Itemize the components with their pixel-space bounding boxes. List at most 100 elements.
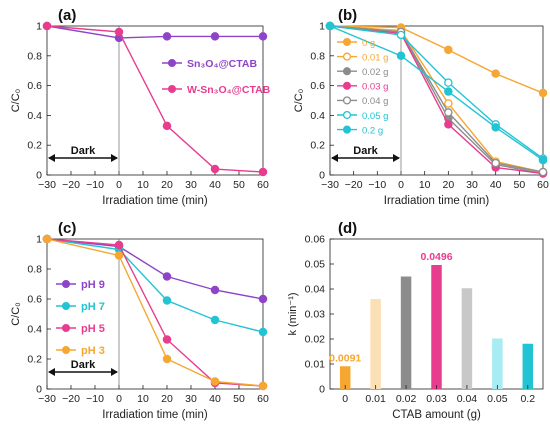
legend-marker xyxy=(167,58,177,68)
bar-data-label: 0.0091 xyxy=(329,352,361,364)
y-tick-label: 0 xyxy=(319,170,325,182)
x-tick-label: 50 xyxy=(233,179,245,191)
y-tick-label: 0.06 xyxy=(305,234,326,246)
x-tick-label: 0.2 xyxy=(520,393,535,405)
bar xyxy=(492,338,503,389)
x-tick-label: 0.02 xyxy=(396,393,417,405)
legend-label: 0.02 g xyxy=(362,67,388,78)
y-tick-label: 0.05 xyxy=(305,259,326,271)
y-tick-label: 1 xyxy=(36,234,42,246)
data-point xyxy=(210,32,220,41)
y-tick-label: 0.6 xyxy=(310,80,325,92)
legend-marker xyxy=(342,81,352,90)
legend-marker xyxy=(342,52,352,61)
x-tick-label: −10 xyxy=(86,179,104,191)
series-line xyxy=(46,238,264,333)
x-tick-label: 60 xyxy=(537,179,549,191)
data-point xyxy=(444,99,453,108)
x-tick-label: −30 xyxy=(38,179,56,191)
legend-marker xyxy=(342,125,352,134)
legend-label: W-Sn₃O₄@CTAB xyxy=(187,84,271,96)
plot-area-c xyxy=(46,238,264,390)
legend-marker xyxy=(61,279,71,289)
x-tick-label: −10 xyxy=(86,393,104,405)
legend-label: 0.2 g xyxy=(362,125,383,136)
bar xyxy=(461,288,473,389)
x-tick-label: 0.01 xyxy=(365,393,386,405)
data-point xyxy=(538,155,548,165)
legend-label: pH 9 xyxy=(81,279,105,291)
y-tick-label: 1 xyxy=(36,21,42,33)
bar xyxy=(431,265,442,389)
data-point xyxy=(258,327,268,337)
x-tick-label: 40 xyxy=(490,179,502,191)
x-tick-label: 50 xyxy=(233,393,245,405)
y-tick-label: 1 xyxy=(319,21,325,33)
data-point xyxy=(325,21,335,31)
dark-label: Dark xyxy=(71,145,96,157)
legend-marker xyxy=(61,323,71,333)
legend-label: 0.04 g xyxy=(362,96,388,107)
x-tick-label: 0.04 xyxy=(457,393,478,405)
legend-a: Sn₃O₄@CTAB W-Sn₃O₄@CTAB xyxy=(162,58,271,96)
dark-label: Dark xyxy=(353,145,378,157)
data-point xyxy=(114,27,124,37)
x-tick-label: 30 xyxy=(185,179,197,191)
data-point xyxy=(538,167,548,177)
data-point xyxy=(258,167,268,177)
legend-label: pH 5 xyxy=(81,323,105,335)
data-point xyxy=(396,51,406,61)
data-point xyxy=(114,240,124,250)
data-point xyxy=(210,315,220,325)
x-tick-label: 20 xyxy=(161,393,173,405)
y-axis-label: C/C₀ xyxy=(10,302,22,326)
y-axis-label: k (min⁻¹) xyxy=(287,292,299,335)
legend-label: 0 g xyxy=(362,38,375,49)
x-axis-label: Irradiation time (min) xyxy=(384,195,490,207)
x-tick-label: 0 xyxy=(116,179,122,191)
data-point xyxy=(491,158,500,168)
y-tick-label: 0.4 xyxy=(27,324,42,336)
dark-arrow-head-left xyxy=(48,154,55,162)
legend-marker xyxy=(342,67,352,76)
y-tick-label: 0.02 xyxy=(305,334,326,346)
x-tick-label: 0 xyxy=(116,393,122,405)
data-point xyxy=(42,234,52,244)
data-point xyxy=(396,30,406,40)
panel-label: (d) xyxy=(338,220,357,237)
y-tick-label: 0.01 xyxy=(305,359,326,371)
x-tick-label: 10 xyxy=(137,179,149,191)
x-axis-label: CTAB amount (g) xyxy=(392,409,481,421)
data-point xyxy=(444,108,453,117)
bar-data-label: 0.0496 xyxy=(420,251,452,263)
legend-marker xyxy=(342,96,352,105)
x-tick-label: 10 xyxy=(137,393,149,405)
legend-c: pH 9 pH 7 pH 5 pH 3 xyxy=(56,279,105,357)
data-point xyxy=(258,381,268,391)
x-axis-label: Irradiation time (min) xyxy=(102,195,208,207)
x-tick-label: −30 xyxy=(321,179,339,191)
bar xyxy=(400,276,412,389)
data-point xyxy=(162,121,172,131)
data-point xyxy=(210,164,220,174)
data-point xyxy=(444,87,453,96)
x-tick-label: −20 xyxy=(62,179,80,191)
bar xyxy=(370,299,381,389)
x-tick-label: −20 xyxy=(62,393,80,405)
plot-area-b xyxy=(329,25,544,176)
data-point xyxy=(42,21,52,31)
legend-b: 0 g 0.01 g 0.02 g 0.03 g 0.04 g 0.05 g 0.2 g xyxy=(337,38,388,136)
data-point xyxy=(114,251,124,260)
x-tick-label: 10 xyxy=(419,179,431,191)
y-tick-label: 0.2 xyxy=(27,140,42,152)
data-point xyxy=(162,335,172,344)
x-tick-label: 30 xyxy=(466,179,478,191)
data-point xyxy=(444,45,453,55)
dark-arrow-head-right xyxy=(111,368,118,376)
legend-marker xyxy=(61,301,71,311)
plot-area-a xyxy=(46,25,264,176)
y-tick-label: 0.4 xyxy=(310,110,325,122)
y-tick-label: 0.4 xyxy=(27,110,42,122)
x-tick-label: 60 xyxy=(257,179,269,191)
